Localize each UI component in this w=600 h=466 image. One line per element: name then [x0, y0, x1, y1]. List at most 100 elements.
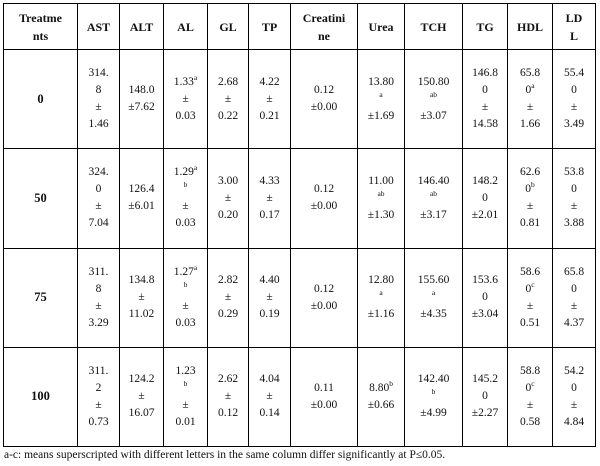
table-cell: 8.80b ±0.66: [357, 346, 405, 448]
table-row: 0 314. 8 ±1.46 148.0 ±7.62 1.33a ±0.03 2.68 ±0.22…: [3, 48, 596, 150]
column-header: AL: [163, 3, 208, 50]
significance-letter: a: [379, 89, 383, 99]
column-header-text: ne: [318, 28, 330, 43]
cell-line: ab: [360, 190, 402, 207]
cell-line: 3.00: [210, 173, 246, 190]
cell-line: ±: [251, 91, 288, 108]
cell-line: 0.11: [293, 380, 355, 397]
cell-line: 0: [465, 289, 505, 306]
cell-line: 58.6: [510, 264, 550, 281]
cell-line: 58.8: [510, 363, 550, 380]
table-cell: 150.80 ab ±3.07: [404, 48, 463, 150]
column-header-text: TP: [261, 19, 278, 34]
cell-line: 126.4: [122, 181, 161, 198]
cell-value: ±1.30: [367, 208, 395, 221]
cell-value: 8.80: [369, 381, 390, 394]
significance-letter: a: [531, 81, 535, 91]
significance-letter: b: [183, 379, 188, 389]
cell-line: 11.02: [122, 306, 161, 323]
cell-value: 0: [571, 183, 577, 196]
column-header: TP: [248, 3, 291, 50]
cell-value: ±: [526, 101, 534, 114]
cell-value: 146.40: [417, 174, 450, 187]
cell-line: 142.40: [407, 371, 460, 388]
cell-value: 0.21: [259, 109, 280, 122]
column-header-text: Creatini: [302, 10, 346, 25]
cell-value: 0.03: [175, 316, 196, 329]
cell-value: 58.8: [519, 364, 541, 377]
cell-value: ±: [182, 398, 189, 411]
cell-value: ±: [526, 398, 534, 411]
cell-line: ±1.16: [360, 306, 402, 323]
cell-value: 0: [482, 390, 488, 403]
cell-value: 1.29: [173, 166, 194, 179]
cell-line: ±: [510, 298, 550, 315]
cell-line: ±: [555, 298, 593, 315]
cell-line: 8.80b: [360, 380, 402, 397]
cell-line: 145.2: [465, 371, 505, 388]
cell-value: 12.80: [368, 274, 394, 287]
cell-value: 1.46: [88, 118, 109, 131]
cell-value: 0.12: [217, 407, 239, 420]
cell-line: 0: [555, 82, 593, 99]
table-cell: 12.80 a ±1.16: [357, 247, 405, 348]
cell-value: 16.07: [128, 407, 155, 420]
cell-value: ±0.00: [310, 299, 338, 312]
cell-line: 1.27a: [166, 264, 205, 281]
column-header: TG: [462, 3, 508, 50]
cell-line: ±2.27: [465, 405, 505, 422]
cell-value: 153.6: [472, 274, 498, 287]
cell-value: 0.73: [88, 415, 109, 428]
table-cell: 134.8 ±11.02: [119, 247, 164, 348]
cell-line: 0.03: [166, 108, 205, 125]
cell-line: a: [407, 289, 460, 306]
cell-value: 155.60: [417, 274, 450, 287]
cell-value: 0.29: [217, 308, 239, 321]
table-cell: 126.4 ±6.01: [119, 148, 164, 249]
cell-value: 0: [571, 84, 577, 97]
cell-value: 53.8: [563, 166, 585, 179]
cell-line: ±: [555, 99, 593, 116]
cell-line: 153.6: [465, 272, 505, 289]
cell-value: 0: [525, 381, 532, 394]
cell-line: 0a: [510, 82, 550, 99]
cell-value: ±0.00: [310, 101, 338, 114]
cell-value: 0: [95, 183, 102, 196]
cell-value: ±: [481, 101, 489, 114]
cell-line: ±: [210, 289, 246, 306]
significance-letter: b: [431, 387, 436, 397]
cell-value: 8: [95, 282, 102, 295]
cell-value: ±: [95, 398, 102, 411]
table-cell: 58.8 0c ±0.58: [507, 346, 553, 448]
cell-value: ±: [182, 92, 189, 105]
cell-line: ±0.00: [293, 298, 355, 315]
table-cell: 2.82 ±0.29: [207, 247, 249, 348]
cell-line: 55.4: [555, 65, 593, 82]
cell-line: 4.33: [251, 173, 288, 190]
cell-value: 4.22: [259, 75, 280, 88]
table-cell: 146.40 ab ±3.17: [404, 148, 463, 249]
cell-value: 65.8: [519, 67, 541, 80]
cell-value: 0.01: [175, 415, 196, 428]
table-cell: 4.40 ±0.19: [248, 247, 291, 348]
cell-line: 0c: [510, 380, 550, 397]
table-cell: 324. 0 ±7.04: [77, 148, 120, 249]
cell-value: 0.14: [259, 407, 280, 420]
table-header-row: Treatme nts AST ALT AL GL TP Creatini ne Urea TCH T…: [3, 3, 596, 50]
cell-line: ±: [210, 91, 246, 108]
cell-value: 0: [525, 84, 532, 97]
cell-line: b: [166, 281, 205, 298]
cell-line: ±: [80, 397, 117, 414]
cell-value: 1.23: [175, 364, 196, 377]
cell-line: 54.2: [555, 363, 593, 380]
cell-value: 55.4: [563, 67, 585, 80]
cell-value: ±: [224, 92, 232, 105]
table-cell: 2.62 ±0.12: [207, 346, 249, 448]
cell-value: 148.2: [472, 174, 498, 187]
cell-value: 14.58: [472, 118, 498, 131]
cell-line: 0.29: [210, 306, 246, 323]
cell-value: ±: [95, 200, 102, 213]
table-cell: 1.33a ±0.03: [163, 48, 208, 150]
cell-value: 0: [482, 291, 488, 304]
cell-line: 3.29: [80, 315, 117, 332]
